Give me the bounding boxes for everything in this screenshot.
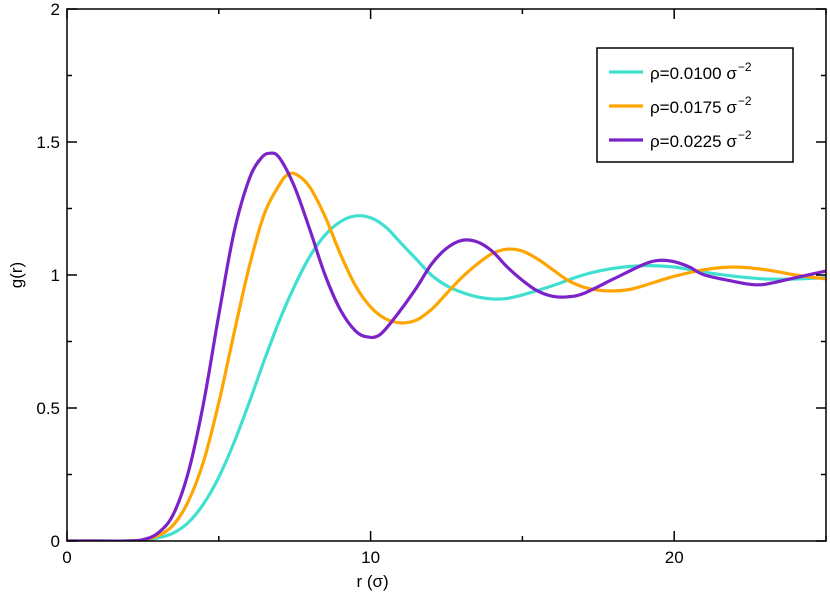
legend: ρ=0.0100 σ−2 ρ=0.0175 σ−2 ρ=0.0225 σ−2 — [596, 47, 794, 163]
x-tick-label: 10 — [361, 548, 380, 567]
series-line-1 — [67, 214, 826, 541]
x-tick-label: 0 — [62, 548, 71, 567]
y-tick-label: 0.5 — [36, 399, 60, 418]
y-tick-label: 0 — [51, 532, 60, 551]
series-line-3 — [67, 151, 826, 541]
x-tick-label: 20 — [665, 548, 684, 567]
legend-label-2: ρ=0.0175 σ−2 — [650, 94, 752, 117]
y-axis-label: g(r) — [7, 262, 26, 288]
legend-label-1: ρ=0.0100 σ−2 — [650, 60, 752, 83]
legend-label-3: ρ=0.0225 σ−2 — [650, 128, 752, 151]
y-tick-label: 1.5 — [36, 133, 60, 152]
series-line-2 — [67, 171, 826, 541]
y-tick-label: 1 — [51, 266, 60, 285]
x-axis-label: r (σ) — [356, 572, 388, 591]
y-tick-label: 2 — [51, 0, 60, 19]
